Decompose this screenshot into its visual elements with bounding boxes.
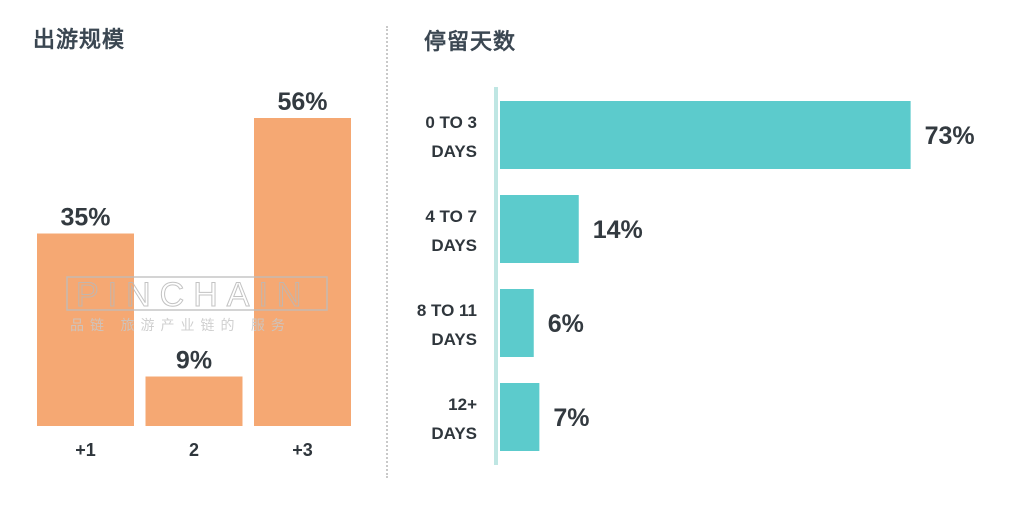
group-size-chart: 35% +1 9% 2 56% +3: [37, 88, 351, 460]
right-bar-value-label: 7%: [553, 404, 589, 432]
stay-days-chart: 73% 0 TO 3 DAYS 14% 4 TO 7 DAYS 6% 8 TO 11 DAYS 7…: [417, 87, 975, 465]
right-bar: [500, 195, 579, 263]
right-bar: [500, 383, 540, 451]
left-bar-value-label: 56%: [277, 88, 327, 116]
left-category-label: 2: [189, 440, 199, 460]
watermark-sub-text: 品链 旅游产业链的 服务: [70, 318, 291, 334]
left-chart-title: 出游规模: [33, 28, 126, 53]
left-bar: [37, 233, 134, 426]
panel-divider: [386, 26, 388, 478]
right-category-label: 0 TO 3 DAYS: [425, 113, 477, 161]
left-category-label: +1: [75, 440, 96, 460]
right-bar-value-label: 6%: [548, 310, 584, 338]
right-bar: [500, 101, 911, 169]
right-bar-value-label: 14%: [593, 216, 643, 244]
right-category-label: 12+ DAYS: [431, 395, 477, 443]
right-chart-title: 停留天数: [424, 30, 517, 55]
right-category-label: 8 TO 11 DAYS: [417, 301, 477, 349]
watermark: PINCHAIN 品链 旅游产业链的 服务: [66, 276, 328, 334]
right-chart-axis: [494, 87, 498, 465]
right-bar-value-label: 73%: [925, 122, 975, 150]
left-bar: [145, 376, 243, 426]
right-bar: [500, 289, 534, 357]
watermark-logo-text: PINCHAIN: [76, 276, 310, 314]
left-bar-value-label: 35%: [60, 204, 110, 232]
watermark-frame: [66, 276, 328, 311]
left-category-label: +3: [292, 440, 313, 460]
right-category-label: 4 TO 7 DAYS: [425, 207, 477, 255]
left-bar: [254, 118, 351, 426]
left-bar-value-label: 9%: [176, 347, 212, 375]
